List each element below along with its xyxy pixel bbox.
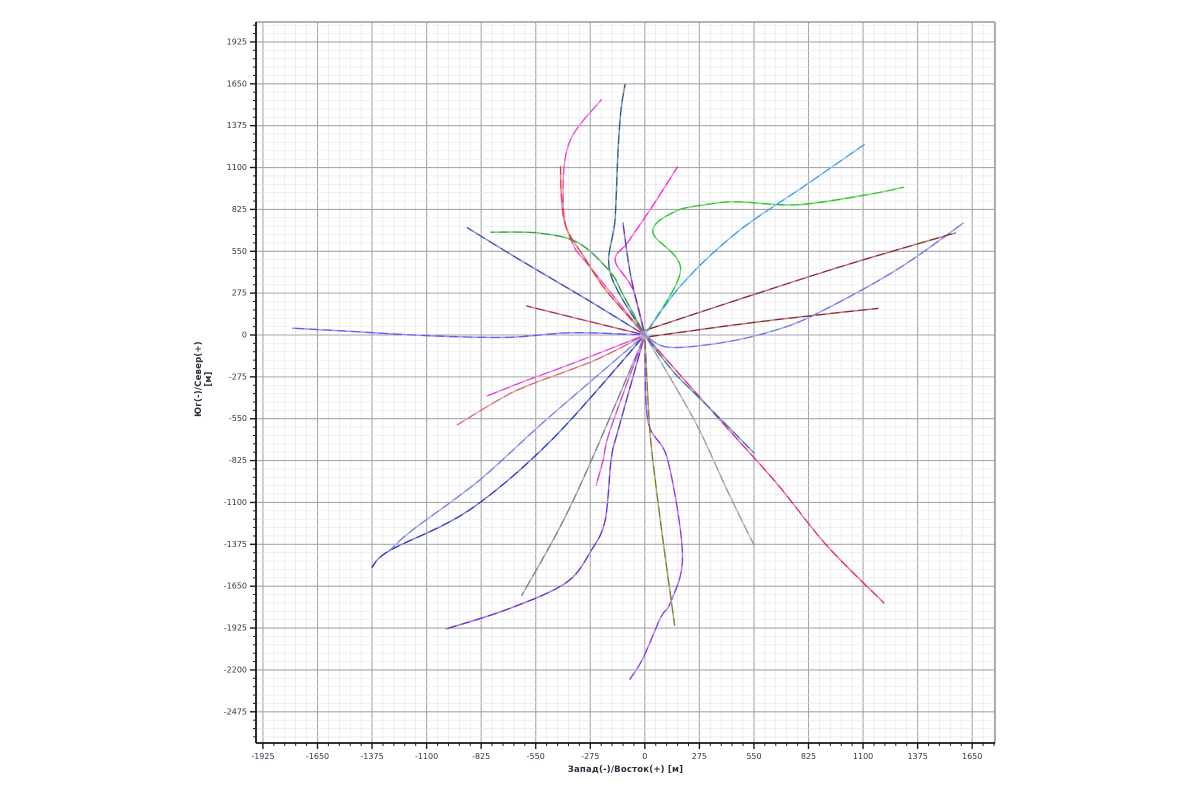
trajectory-navy-northwest: [466, 227, 646, 336]
trajectory-overlay-olive-south: [644, 334, 676, 626]
x-axis-title: Запад(-)/Восток(+) [м]: [567, 765, 684, 775]
trajectory-overlay-green-west: [491, 231, 646, 336]
y-tick-label: 275: [232, 289, 247, 298]
trajectory-blue-west: [292, 327, 646, 339]
trajectory-overlay-gray-southwest: [521, 334, 646, 596]
trajectory-gray-southwest: [521, 334, 646, 596]
trajectory-darkred-east: [644, 307, 879, 338]
y-tick-label: 1375: [227, 121, 247, 130]
trajectory-green-west: [490, 231, 646, 336]
y-tick-label: -1100: [224, 498, 247, 507]
x-tick-label: -550: [527, 752, 545, 761]
trajectory-overlay-navy-north: [607, 84, 646, 336]
trajectory-redorange-north: [559, 166, 646, 336]
y-tick-label: -275: [229, 372, 247, 381]
trajectory-overlay-dodger-northeast: [644, 144, 865, 336]
y-tick-label: -2200: [224, 665, 247, 674]
trajectory-indigo-north-short: [622, 222, 646, 336]
x-tick-label: -1375: [360, 752, 383, 761]
x-tick-label: -275: [581, 752, 599, 761]
trajectory-magenta-southwest: [486, 334, 646, 397]
trajectory-overlay-deeppink-southeast: [644, 334, 885, 604]
x-tick-label: 275: [692, 752, 707, 761]
y-tick-label: 1650: [227, 79, 247, 88]
trajectory-overlay-purple-south: [629, 334, 684, 680]
trajectory-overlay-indigo-north-short: [622, 222, 646, 336]
trajectory-overlay-magenta-southwest: [486, 334, 646, 397]
trajectory-violet-south-curve: [445, 334, 646, 630]
trajectory-overlay-darkred-east: [644, 307, 879, 338]
trajectory-overlay-darkred-east-long: [644, 232, 956, 332]
y-tick-label: -2475: [224, 707, 247, 716]
trajectory-olive-south: [644, 334, 676, 626]
y-tick-label: 1100: [227, 163, 247, 172]
trajectory-dodger-northeast: [644, 144, 865, 336]
trajectory-purple-south: [629, 334, 684, 680]
trajectory-overlay-violet-south-curve: [446, 334, 646, 630]
x-tick-label: 550: [746, 752, 761, 761]
trajectory-slateblue-east: [644, 222, 964, 349]
x-tick-label: -1925: [251, 752, 274, 761]
trajectory-overlay-redorange-north: [559, 166, 646, 336]
trajectory-magenta-south: [595, 334, 646, 486]
trajectory-overlay-salmon-southwest: [457, 334, 646, 426]
y-tick-label: 0: [242, 331, 247, 340]
x-tick-label: 1650: [962, 752, 982, 761]
y-axis-title: Юг(-)/Север(+) [м]: [194, 341, 214, 417]
x-tick-label: 825: [801, 752, 816, 761]
trajectory-overlay-slate-southwest: [389, 334, 646, 551]
y-tick-label: 1925: [227, 37, 247, 46]
trajectory-royal-southwest: [371, 334, 646, 568]
y-tick-label: -825: [229, 456, 247, 465]
trajectory-overlay-navy-northwest: [466, 227, 646, 336]
trajectory-slate-southwest: [389, 334, 646, 552]
x-tick-label: 1375: [907, 752, 927, 761]
trajectory-overlay-blue-west: [292, 327, 645, 339]
x-tick-label: -1100: [415, 752, 438, 761]
trajectory-steelblue-southeast: [644, 334, 755, 454]
trajectory-overlay-magenta-south: [595, 334, 646, 486]
y-tick-label: 550: [232, 247, 247, 256]
trajectory-crimson-northwest: [526, 305, 646, 336]
trajectory-salmon-southwest: [456, 334, 646, 426]
x-tick-label: 1100: [853, 752, 873, 761]
y-tick-label: 825: [232, 205, 247, 214]
trajectory-navy-north: [607, 83, 646, 336]
trajectory-deeppink-southeast: [644, 334, 885, 604]
y-tick-label: -1925: [224, 624, 247, 633]
x-tick-label: 0: [642, 752, 647, 761]
trajectory-gray-south: [644, 334, 755, 546]
y-tick-label: -1650: [224, 582, 247, 591]
trajectory-green-east-long: [644, 186, 905, 336]
trajectory-overlay-gray-south: [644, 334, 755, 546]
x-tick-label: -825: [472, 752, 490, 761]
x-tick-label: -1650: [306, 752, 329, 761]
trajectory-overlay-green-east-long: [644, 186, 904, 336]
trajectory-darkred-east-long: [644, 232, 956, 332]
y-tick-label: -550: [229, 414, 247, 423]
y-tick-label: -1375: [224, 540, 247, 549]
